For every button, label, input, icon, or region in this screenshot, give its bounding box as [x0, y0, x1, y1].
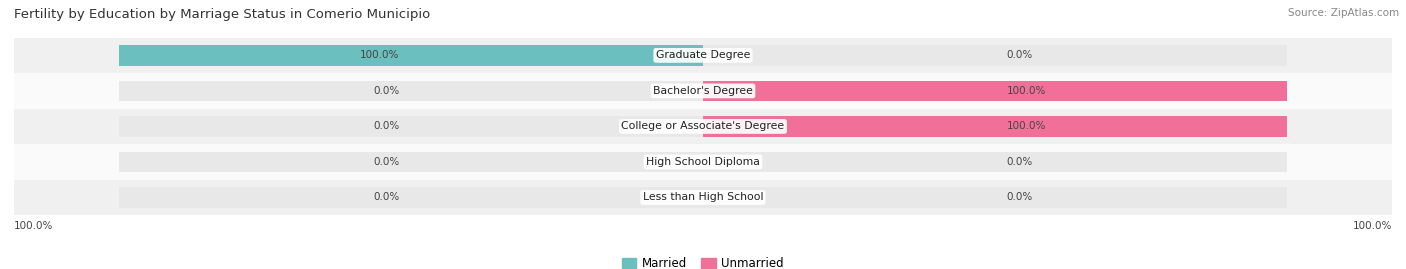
- Text: 0.0%: 0.0%: [1007, 157, 1033, 167]
- Bar: [703, 116, 1286, 137]
- Text: 0.0%: 0.0%: [1007, 193, 1033, 203]
- Bar: [120, 45, 703, 66]
- Bar: [120, 45, 1286, 66]
- Bar: [120, 81, 1286, 101]
- Text: Less than High School: Less than High School: [643, 193, 763, 203]
- Bar: [703, 81, 1286, 101]
- Text: Fertility by Education by Marriage Status in Comerio Municipio: Fertility by Education by Marriage Statu…: [14, 8, 430, 21]
- Text: 0.0%: 0.0%: [1007, 50, 1033, 60]
- Bar: [120, 116, 1286, 137]
- Bar: [14, 109, 1392, 144]
- Text: Source: ZipAtlas.com: Source: ZipAtlas.com: [1288, 8, 1399, 18]
- Legend: Married, Unmarried: Married, Unmarried: [617, 253, 789, 269]
- Text: College or Associate's Degree: College or Associate's Degree: [621, 121, 785, 132]
- Bar: [14, 144, 1392, 180]
- Text: 0.0%: 0.0%: [373, 86, 399, 96]
- Text: 0.0%: 0.0%: [373, 193, 399, 203]
- Bar: [120, 152, 1286, 172]
- Text: 100.0%: 100.0%: [1007, 86, 1046, 96]
- Bar: [120, 187, 1286, 208]
- Text: 100.0%: 100.0%: [1007, 121, 1046, 132]
- Text: 0.0%: 0.0%: [373, 157, 399, 167]
- Text: 100.0%: 100.0%: [14, 221, 53, 231]
- Text: High School Diploma: High School Diploma: [647, 157, 759, 167]
- Bar: [14, 73, 1392, 109]
- Text: Graduate Degree: Graduate Degree: [655, 50, 751, 60]
- Bar: [14, 180, 1392, 215]
- Bar: [14, 38, 1392, 73]
- Text: 0.0%: 0.0%: [373, 121, 399, 132]
- Text: 100.0%: 100.0%: [1353, 221, 1392, 231]
- Text: Bachelor's Degree: Bachelor's Degree: [652, 86, 754, 96]
- Text: 100.0%: 100.0%: [360, 50, 399, 60]
